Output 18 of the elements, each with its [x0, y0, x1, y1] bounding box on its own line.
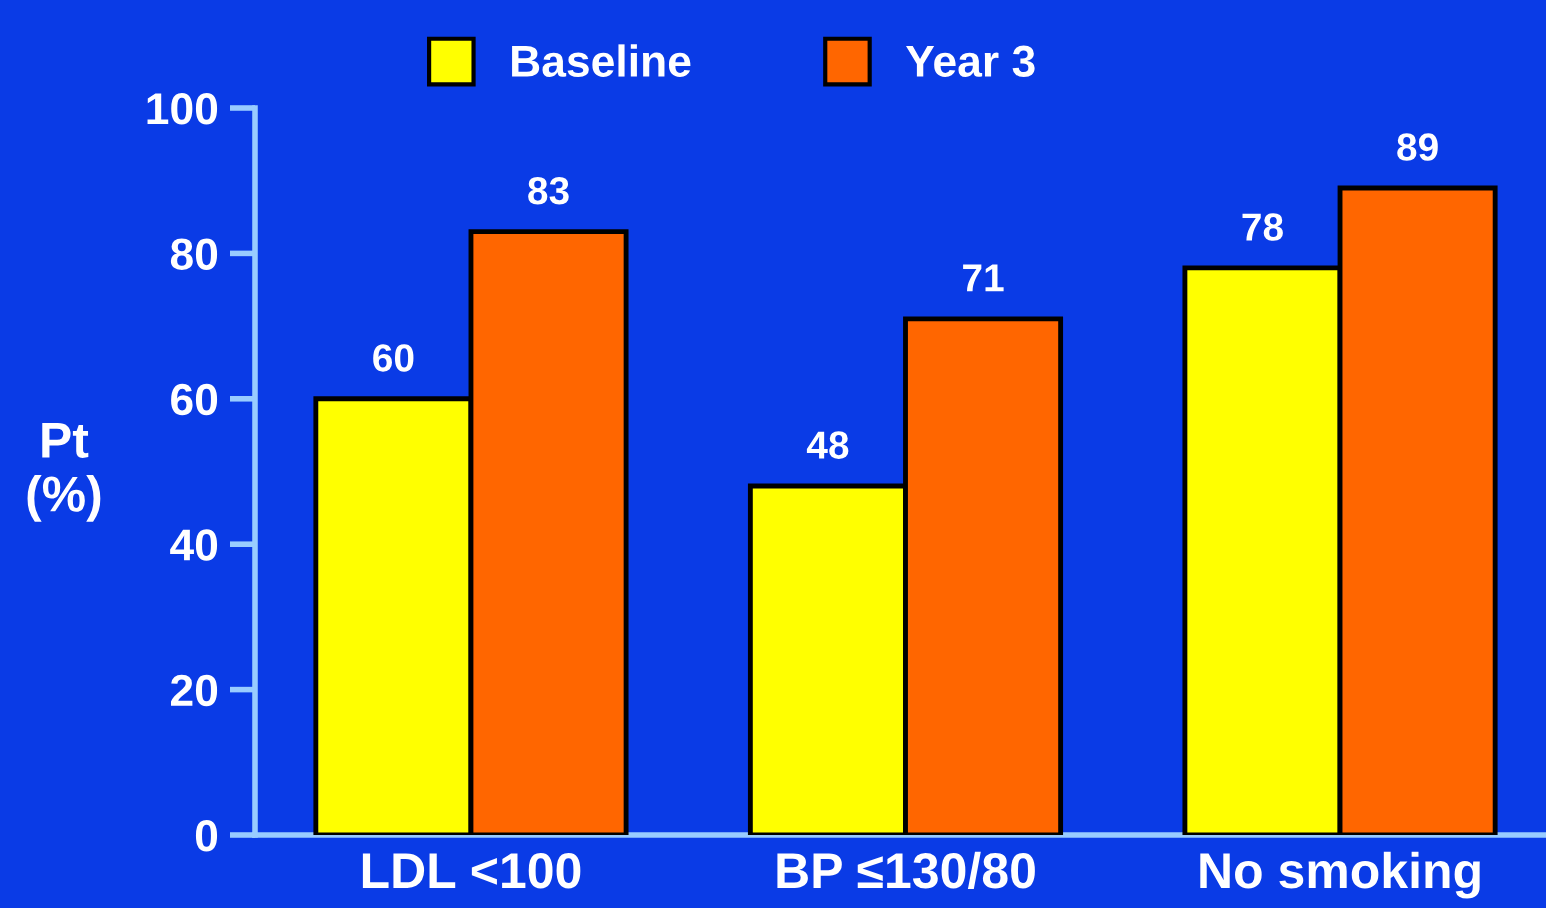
- legend-label: Baseline: [512, 44, 691, 77]
- data-label: 78: [1242, 213, 1283, 241]
- data-label: 60: [373, 344, 414, 372]
- x-tick-label: No smoking: [1200, 851, 1480, 899]
- y-tick-label: 80: [170, 238, 218, 270]
- data-label: 89: [1397, 133, 1438, 161]
- x-tick-label: LDL <100: [362, 852, 581, 889]
- legend-label: Year 3: [906, 45, 1035, 78]
- y-tick-label: 20: [171, 674, 218, 707]
- data-label: 48: [806, 431, 849, 459]
- y-tick-label: 40: [170, 529, 218, 561]
- x-tick-label: BP ≤130/80: [777, 851, 1035, 889]
- y-tick-label: 100: [147, 93, 218, 125]
- y-tick-label: 0: [195, 820, 218, 852]
- data-label: 83: [528, 176, 569, 205]
- y-axis-title: Pt (%): [27, 423, 101, 522]
- y-tick-label: 60: [171, 383, 218, 416]
- data-label: 71: [963, 264, 1004, 292]
